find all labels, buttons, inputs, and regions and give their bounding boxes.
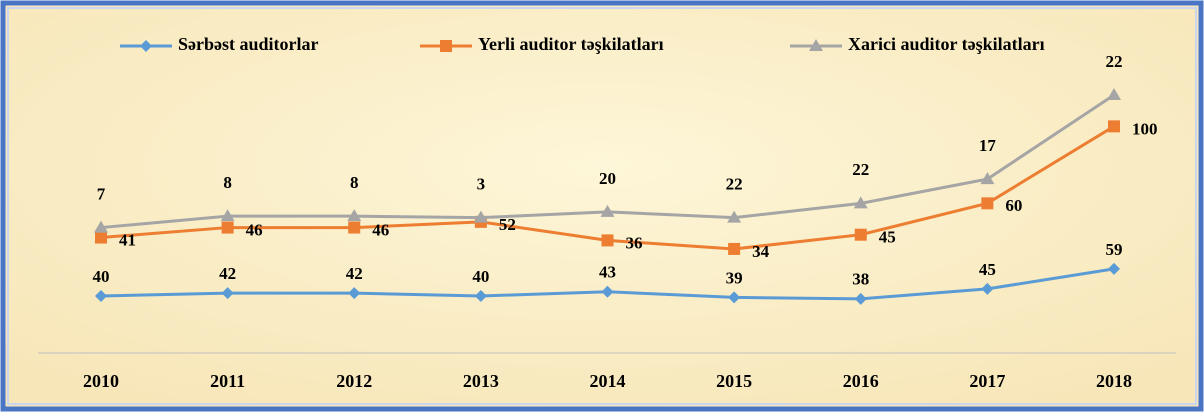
marker <box>601 234 614 247</box>
data-label: 22 <box>1106 52 1123 71</box>
data-label: 40 <box>472 267 489 286</box>
data-label: 45 <box>879 228 896 247</box>
data-label: 60 <box>1005 196 1022 215</box>
x-tick-label: 2015 <box>716 371 752 391</box>
data-label: 42 <box>219 264 236 283</box>
x-tick-label: 2017 <box>969 371 1005 391</box>
legend-label: Xarici auditor təşkilatları <box>848 34 1045 54</box>
x-tick-label: 2010 <box>83 371 119 391</box>
marker <box>348 287 361 300</box>
x-tick-label: 2012 <box>336 371 372 391</box>
marker <box>140 40 152 52</box>
marker <box>981 197 994 210</box>
marker <box>221 221 234 234</box>
marker <box>981 282 994 295</box>
x-tick-label: 2018 <box>1096 371 1132 391</box>
data-label: 36 <box>626 233 643 252</box>
data-label: 52 <box>499 215 516 234</box>
marker <box>601 285 614 298</box>
data-label: 43 <box>599 263 616 282</box>
marker <box>854 292 867 305</box>
marker <box>854 228 867 241</box>
x-tick-label: 2014 <box>590 371 626 391</box>
data-label: 42 <box>346 264 363 283</box>
data-label: 59 <box>1106 240 1123 259</box>
marker <box>348 221 361 234</box>
legend-label: Sərbəst auditorlar <box>178 34 318 54</box>
marker <box>727 210 742 223</box>
data-label: 45 <box>979 260 996 279</box>
data-label: 38 <box>852 270 869 289</box>
data-label: 3 <box>477 174 486 193</box>
marker <box>474 289 487 302</box>
marker <box>1108 262 1120 275</box>
data-label: 8 <box>223 173 232 192</box>
marker <box>728 291 741 304</box>
inner-frame <box>7 7 1197 405</box>
marker <box>95 231 107 244</box>
marker <box>809 39 823 51</box>
data-label: 41 <box>119 230 136 249</box>
data-label: 22 <box>852 160 869 179</box>
marker <box>473 210 488 223</box>
marker <box>220 209 235 222</box>
x-tick-label: 2016 <box>843 371 879 391</box>
marker <box>95 289 107 302</box>
marker <box>221 287 234 300</box>
data-label: 7 <box>97 184 106 203</box>
marker <box>853 196 868 209</box>
data-label: 46 <box>246 220 263 239</box>
marker <box>980 172 995 185</box>
marker <box>1107 88 1121 100</box>
marker <box>600 204 615 217</box>
data-label: 46 <box>372 220 389 239</box>
marker <box>440 40 452 52</box>
data-label: 20 <box>599 169 616 188</box>
data-label: 17 <box>979 136 997 155</box>
marker <box>94 220 108 233</box>
data-label: 100 <box>1132 119 1158 138</box>
data-label: 40 <box>93 267 110 286</box>
data-label: 39 <box>726 268 743 287</box>
legend-label: Yerli auditor təşkilatları <box>478 34 664 54</box>
data-label: 34 <box>752 242 770 261</box>
marker <box>1108 120 1120 133</box>
data-label: 22 <box>726 174 743 193</box>
x-tick-label: 2011 <box>210 371 245 391</box>
marker <box>728 242 741 255</box>
marker <box>347 209 362 222</box>
data-label: 8 <box>350 173 359 192</box>
x-tick-label: 2013 <box>463 371 499 391</box>
